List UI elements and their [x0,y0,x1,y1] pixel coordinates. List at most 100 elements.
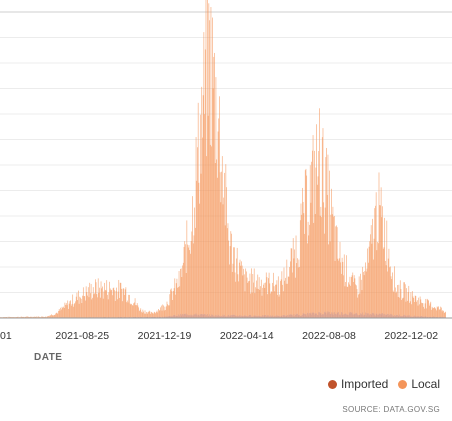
imported-bar [226,316,227,318]
local-bar [216,177,218,316]
legend-label-imported: Imported [340,377,389,391]
imported-bar [343,314,345,318]
local-bar [65,304,66,318]
imported-bar [423,316,425,318]
local-bar [48,316,50,318]
local-bar [132,305,134,318]
imported-bar [425,316,427,318]
local-swatch-icon [398,379,408,389]
imported-bar [255,315,257,318]
imported-bar [202,314,204,318]
local-bar [141,312,143,318]
local-bar [246,277,248,317]
local-bar [27,316,29,318]
local-bar [36,317,38,318]
x-tick-label: 2022-12-02 [384,330,438,342]
local-bar [192,243,194,316]
local-bar [233,247,234,315]
imported-bar [335,314,337,318]
local-bar [404,284,406,316]
imported-bar [186,315,188,318]
local-bar [224,172,225,315]
local-bar [30,316,32,318]
imported-bar [195,313,197,318]
local-bar [219,96,220,316]
imported-bar [297,315,299,318]
local-bar [282,284,283,317]
local-bar [62,307,64,318]
imported-bar [266,315,268,318]
imported-bar [381,313,383,318]
imported-bar [179,315,181,318]
local-bar [289,267,291,315]
local-bar [84,296,86,318]
local-bar [32,316,34,318]
local-bar [346,255,347,315]
imported-bar [290,314,291,318]
local-bar [207,115,209,317]
local-bar [256,288,258,317]
local-bar [2,317,4,318]
imported-bar [311,314,312,318]
imported-bar [157,316,159,318]
local-bar [245,268,247,316]
local-bar [40,317,42,318]
local-bar [153,313,154,317]
imported-bar [146,316,148,318]
x-tick-label: 2022-04-14 [220,330,274,342]
local-bar [365,271,367,316]
imported-bar [280,316,281,318]
imported-bar [241,315,242,318]
local-bar [345,282,347,314]
local-bar [427,299,429,317]
imported-bar [353,314,354,318]
local-bar [361,290,363,315]
local-bar [59,310,61,318]
legend-item-local[interactable]: Local [398,377,440,391]
local-bar [416,301,417,317]
imported-bar [396,314,398,318]
imported-bar [187,314,188,318]
local-bar [428,300,429,318]
imported-bar [419,316,421,318]
imported-bar [329,314,331,318]
local-bar [414,295,416,317]
local-bar [314,213,316,314]
local-bar [441,307,442,318]
local-bar [302,187,303,315]
local-bar [239,259,241,316]
imported-bar [287,316,289,318]
local-bar [19,317,20,318]
local-bar [374,208,376,316]
imported-bar [319,313,321,318]
local-bar [133,303,135,317]
imported-bar [184,313,186,318]
local-bar [209,144,211,316]
local-bar [187,244,188,315]
legend-item-imported[interactable]: Imported [327,377,389,391]
local-bar [101,288,103,318]
imported-bar [183,313,185,318]
local-bar [235,281,237,316]
imported-bar [263,315,265,318]
local-bar [232,263,234,315]
imported-bar [159,316,161,318]
local-bar [166,301,168,317]
local-bar [370,234,371,314]
local-bar [153,311,155,317]
local-bar [15,317,17,318]
source-note: SOURCE: DATA.GOV.SG [342,405,440,414]
imported-bar [178,316,180,318]
local-bar [190,241,192,315]
local-bar [79,296,81,318]
local-bar [82,295,83,318]
imported-bar [197,314,199,318]
local-bar [255,280,257,316]
imported-bar [118,316,120,318]
local-bar [375,192,377,314]
local-bar [431,309,432,318]
local-bar [119,297,120,318]
imported-bar [271,316,273,318]
imported-bar [358,314,360,318]
local-bar [230,231,232,316]
